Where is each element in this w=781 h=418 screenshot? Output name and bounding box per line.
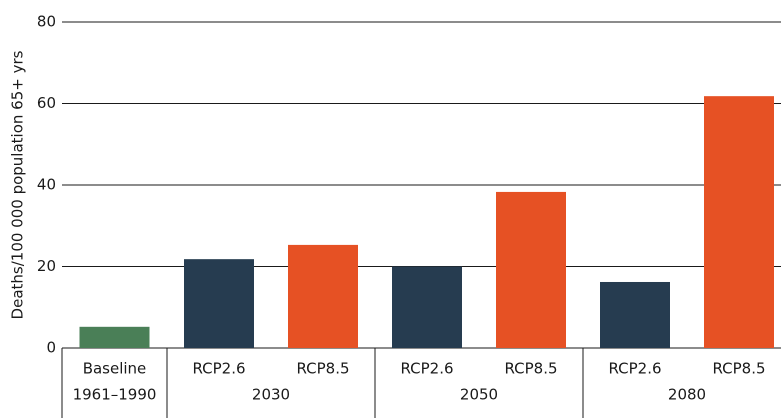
x-tick-label: RCP8.5	[296, 360, 349, 378]
y-tick-label: 60	[37, 94, 56, 112]
y-tick-label: 20	[37, 257, 56, 275]
bar	[288, 244, 358, 348]
group-label: 2030	[252, 386, 290, 404]
bar	[392, 266, 462, 348]
y-tick-label: 0	[46, 339, 56, 357]
bar	[79, 326, 150, 348]
y-tick-label: 40	[37, 176, 56, 194]
group-label: 1961–1990	[73, 386, 157, 404]
x-tick-label: RCP2.6	[608, 360, 661, 378]
x-tick-label: RCP8.5	[712, 360, 765, 378]
x-tick-label: RCP2.6	[192, 360, 245, 378]
x-tick-label: RCP8.5	[504, 360, 557, 378]
bar	[184, 259, 254, 348]
bar	[704, 96, 774, 348]
group-label: 2050	[460, 386, 498, 404]
y-tick-label: 80	[37, 13, 56, 31]
y-axis-label: Deaths/100 000 population 65+ yrs	[9, 50, 27, 319]
x-tick-label: Baseline	[83, 360, 147, 378]
x-tick-label: RCP2.6	[400, 360, 453, 378]
bar	[496, 191, 566, 348]
group-label: 2080	[668, 386, 706, 404]
bar	[600, 281, 670, 348]
